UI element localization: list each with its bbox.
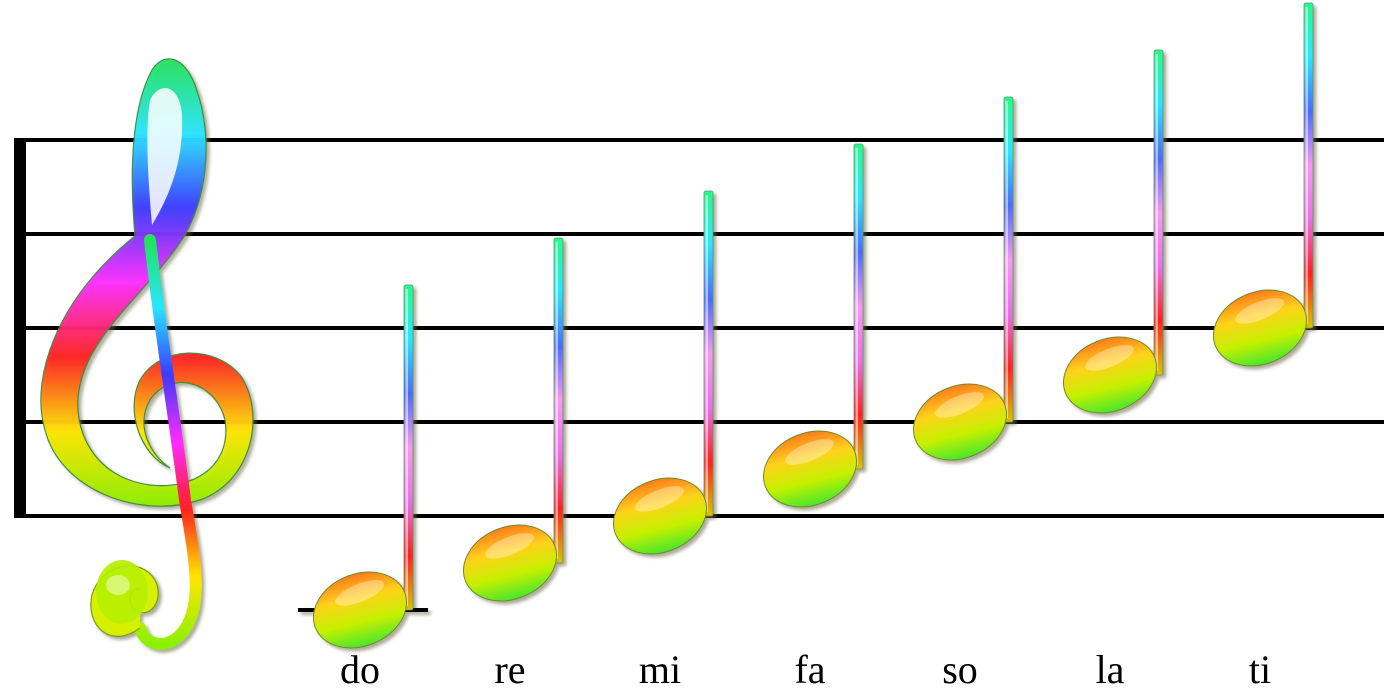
syllable-do: do bbox=[340, 647, 380, 692]
syllable-so: so bbox=[942, 647, 978, 692]
note-la bbox=[1062, 49, 1164, 414]
note-stem bbox=[1303, 2, 1314, 329]
note-fa bbox=[762, 143, 864, 508]
note-stem bbox=[853, 143, 864, 470]
syllable-la: la bbox=[1095, 647, 1125, 692]
note-head bbox=[1062, 336, 1158, 414]
syllable-mi: mi bbox=[638, 647, 682, 692]
note-stem bbox=[403, 284, 414, 611]
note-stem bbox=[1003, 96, 1014, 423]
note-ti bbox=[1212, 2, 1314, 367]
note-head bbox=[312, 571, 408, 649]
note-stem bbox=[1153, 49, 1164, 376]
syllable-fa: fa bbox=[794, 647, 826, 692]
note-head bbox=[612, 477, 708, 555]
note-head bbox=[762, 430, 858, 508]
notes bbox=[298, 2, 1314, 649]
note-do bbox=[298, 284, 428, 649]
note-head bbox=[462, 524, 558, 602]
note-stem bbox=[703, 190, 714, 517]
note-head bbox=[912, 383, 1008, 461]
syllable-re: re bbox=[494, 647, 526, 692]
note-so bbox=[912, 96, 1014, 461]
note-stem bbox=[553, 237, 564, 564]
note-re bbox=[462, 237, 564, 602]
note-mi bbox=[612, 190, 714, 555]
note-head bbox=[1212, 289, 1308, 367]
treble-clef-icon bbox=[40, 58, 254, 650]
staff-barline bbox=[14, 138, 26, 518]
syllable-ti: ti bbox=[1248, 647, 1272, 692]
